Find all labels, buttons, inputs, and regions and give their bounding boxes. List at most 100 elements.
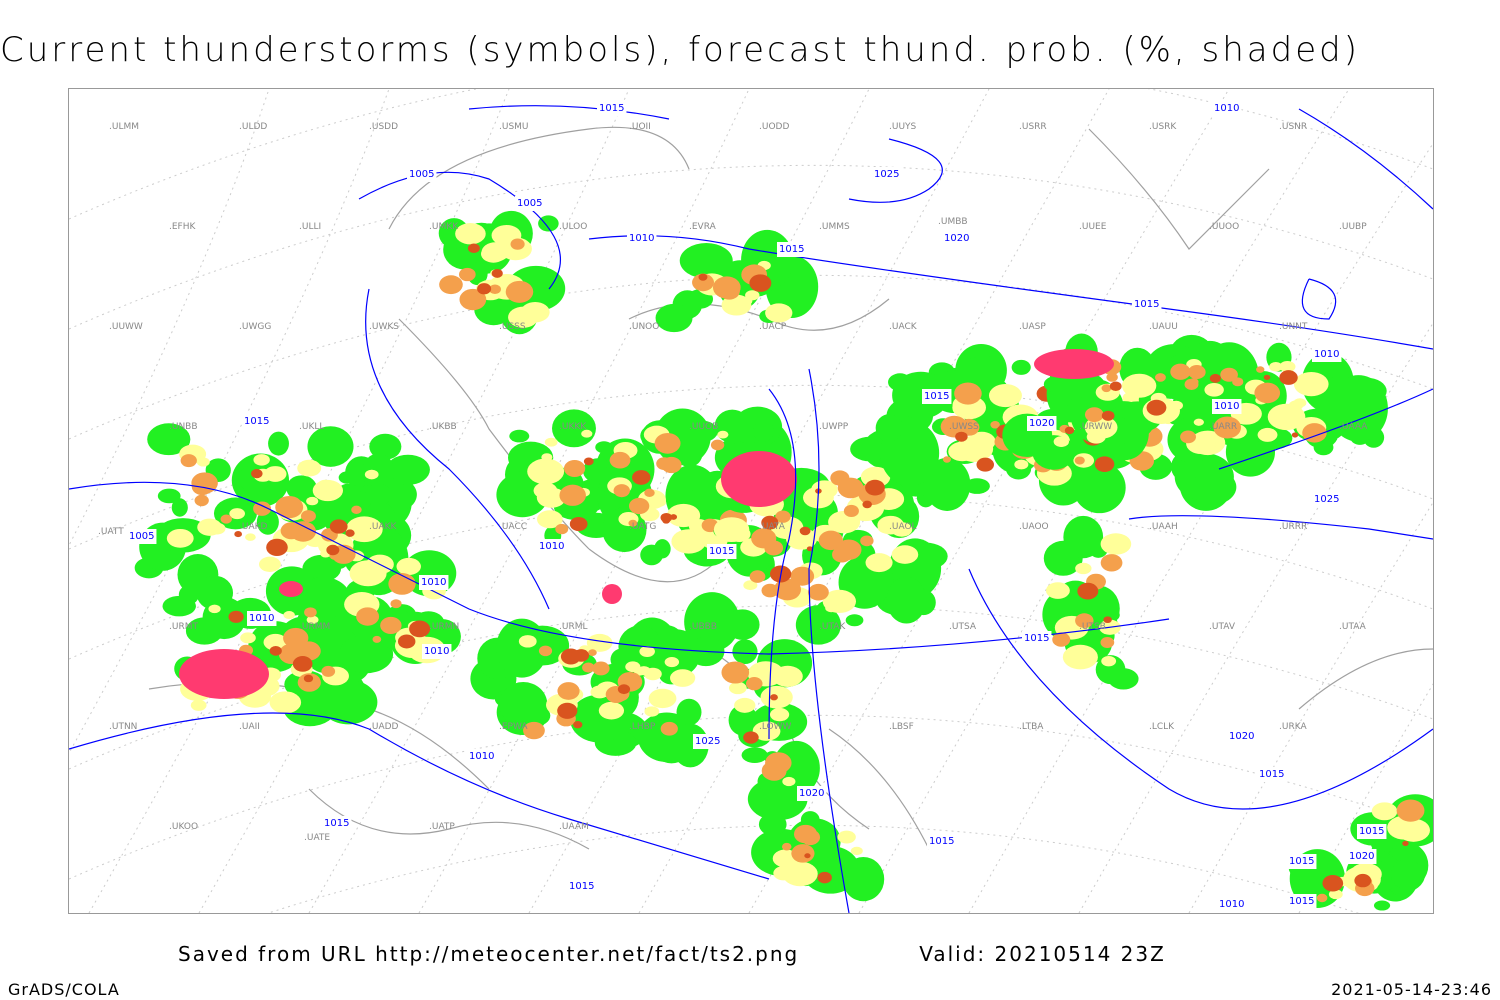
isobar-label: 1020: [944, 233, 969, 244]
probability-low-area: [966, 355, 1001, 393]
isobar-line: [848, 138, 943, 203]
isobar-label-bg: [1357, 824, 1387, 839]
isobar-label: 1010: [1219, 899, 1244, 910]
probability-high-area: [588, 649, 597, 657]
probability-low-area: [741, 747, 768, 763]
probability-mid-area: [190, 699, 207, 711]
station-label: .URKA: [1279, 722, 1307, 732]
meridian-line: [88, 88, 510, 914]
probability-very-high-area: [560, 648, 581, 665]
probability-very-high-area: [955, 431, 968, 442]
isobar-label-bg: [1212, 399, 1242, 414]
probability-mid-area: [1075, 562, 1092, 575]
probability-high-area: [773, 578, 801, 601]
coastline: [588, 548, 720, 583]
isobar-label: 1020: [799, 788, 824, 799]
isobar-label: 1010: [539, 541, 564, 552]
station-label: .UACC: [499, 522, 527, 532]
probability-high-area: [321, 665, 336, 677]
probability-mid-area: [586, 633, 613, 652]
isobar-label-bg: [1217, 897, 1247, 912]
probability-high-area: [1184, 378, 1199, 390]
probability-low-area: [850, 436, 890, 462]
isobar-label-bg: [1312, 347, 1342, 362]
station-label: .URMM: [299, 622, 330, 632]
thunderstorm-probability-shading: [134, 210, 1446, 911]
probability-low-area: [552, 409, 596, 448]
probability-very-high-area: [477, 283, 492, 295]
station-label: .UAKK: [369, 522, 398, 532]
probability-mid-area: [520, 302, 550, 323]
station-label: .UUYS: [889, 122, 917, 132]
probability-low-area: [1011, 359, 1031, 375]
probability-mid-area: [1045, 582, 1070, 599]
isobar-line: [358, 171, 561, 290]
footer-row: Saved from URL http://meteocenter.net/fa…: [178, 942, 1166, 966]
probability-mid-area: [765, 303, 793, 323]
probability-high-area: [1075, 613, 1094, 628]
probability-mid-area: [306, 496, 319, 506]
probability-mid-area: [259, 556, 281, 572]
probability-very-high-area: [749, 274, 772, 292]
probability-high-area: [523, 721, 545, 740]
probability-high-area: [510, 238, 525, 250]
station-label: .URMN: [429, 622, 459, 632]
probability-low-area: [845, 614, 864, 627]
probability-mid-area: [245, 533, 256, 541]
valid-time-text: Valid: 20210514 23Z: [919, 942, 1166, 966]
isobar-label: 1015: [324, 818, 349, 829]
isobar-label: 1015: [1289, 896, 1314, 907]
probability-mid-area: [166, 528, 194, 548]
isobar-line: [1298, 108, 1434, 210]
probability-low-area: [640, 544, 663, 566]
station-label: .UBBB: [689, 622, 717, 632]
probability-mid-area: [648, 688, 677, 709]
probability-mid-area: [745, 290, 760, 301]
probability-mid-area: [743, 580, 758, 591]
station-label: .UAAM: [559, 822, 589, 832]
probability-high-area: [304, 607, 317, 618]
probability-high-area: [749, 570, 766, 583]
thunderstorm-symbols: [179, 649, 269, 699]
isobar-label: 1015: [1289, 856, 1314, 867]
probability-mid-area: [1122, 377, 1144, 393]
station-label: .UAOL: [889, 522, 917, 532]
probability-very-high-area: [345, 529, 355, 537]
isobar-label: 1005: [129, 531, 154, 542]
probability-mid-area: [1371, 802, 1398, 821]
probability-high-area: [990, 420, 1000, 429]
probability-very-high-area: [1291, 432, 1299, 438]
station-label: .URWW: [1079, 422, 1112, 432]
station-label: .ULDD: [239, 122, 267, 132]
probability-low-area: [178, 584, 199, 605]
probability-high-area: [1180, 430, 1197, 444]
probability-high-area: [297, 673, 321, 692]
probability-high-area: [1155, 373, 1166, 382]
probability-high-area: [505, 280, 534, 303]
station-label: .ULMM: [109, 122, 139, 132]
probability-high-area: [459, 288, 487, 311]
isobar-label: 1015: [709, 546, 734, 557]
probability-very-high-area: [573, 721, 583, 729]
probability-mid-area: [536, 510, 563, 529]
probability-mid-area: [598, 701, 625, 720]
parallel-line: [68, 714, 1434, 880]
probability-low-area: [875, 414, 903, 442]
probability-high-area: [791, 844, 815, 863]
isobar-label: 1015: [1134, 299, 1159, 310]
probability-mid-area: [317, 479, 334, 492]
probability-low-area: [911, 589, 936, 616]
probability-mid-area: [345, 516, 383, 543]
probability-high-area: [555, 523, 569, 535]
probability-high-area: [180, 454, 197, 468]
probability-mid-area: [891, 522, 913, 537]
source-url-text: Saved from URL http://meteocenter.net/fa…: [178, 942, 800, 966]
station-label: .USRR: [1019, 122, 1047, 132]
probability-mid-area: [752, 721, 781, 741]
probability-mid-area: [1387, 815, 1422, 840]
coastline: [1298, 648, 1434, 710]
station-label: .UMBB: [938, 217, 968, 227]
isobar-label: 1010: [249, 613, 274, 624]
probability-mid-area: [269, 691, 302, 714]
probability-low-area: [714, 409, 751, 444]
